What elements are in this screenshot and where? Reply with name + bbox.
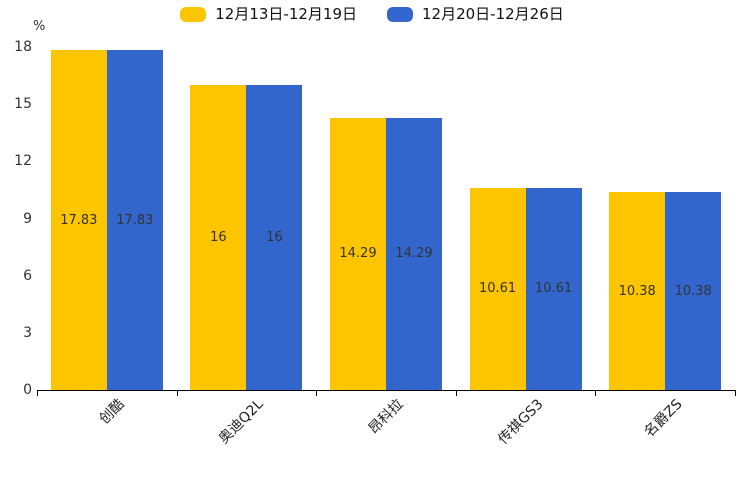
bar-value-label: 10.61 [534,281,573,297]
x-axis-tick [37,390,38,396]
legend-swatch-week1 [180,7,207,22]
chart-legend: 12月13日-12月19日 12月20日-12月26日 [0,7,744,22]
bar-week1[interactable]: 10.61 [469,187,526,390]
x-axis-category-label: 创酷 [96,396,128,428]
bar-value-label: 17.83 [60,212,98,228]
x-axis-line [37,390,735,391]
y-axis-tick-label: 0 [23,382,32,398]
x-axis-category-label: 名爵ZS [641,396,686,441]
y-axis-tick-label: 6 [23,267,32,284]
legend-label-week2: 12月20日-12月26日 [422,5,564,23]
x-axis-tick [316,390,318,396]
y-axis-unit-label: % [33,19,46,34]
y-axis-tick-label: 18 [14,39,32,55]
bar-week1[interactable]: 17.83 [50,50,107,390]
x-axis-category-label: 奥迪Q2L [216,396,267,448]
bar-week2[interactable]: 16 [246,85,303,390]
x-axis-category-label: 昂科拉 [365,396,407,438]
bar-value-label: 10.61 [478,281,517,297]
x-axis-tick [595,390,597,396]
y-axis-tick-label: 3 [23,324,32,341]
x-axis-tick [176,390,178,396]
bar-value-label: 17.83 [116,212,154,228]
bar-week1[interactable]: 16 [190,85,247,390]
legend-item-week1[interactable]: 12月13日-12月19日 [180,7,357,22]
x-axis-tick [735,390,736,396]
bar-week2[interactable]: 10.38 [665,192,722,390]
bar-week1[interactable]: 10.38 [609,192,666,390]
y-axis-tick-label: 12 [14,153,32,170]
bar-week2[interactable]: 17.83 [106,50,163,390]
bar-value-label: 14.29 [395,246,433,262]
bar-value-label: 16 [266,230,283,246]
bar-week1[interactable]: 14.29 [330,117,386,390]
bar-week2[interactable]: 10.61 [525,187,582,390]
legend-label-week1: 12月13日-12月19日 [215,5,357,23]
bar-week2[interactable]: 14.29 [386,117,442,390]
bar-value-label: 10.38 [618,283,656,299]
bar-value-label: 10.38 [674,283,712,299]
legend-item-week2[interactable]: 12月20日-12月26日 [387,7,564,22]
y-axis-tick-label: 15 [14,96,32,113]
bar-value-label: 14.29 [339,246,377,262]
bar-value-label: 16 [210,230,227,246]
x-axis-tick [455,390,457,396]
y-axis-tick-label: 9 [23,210,32,227]
x-axis-category-label: 传祺GS3 [494,396,547,448]
legend-swatch-week2 [387,7,413,22]
